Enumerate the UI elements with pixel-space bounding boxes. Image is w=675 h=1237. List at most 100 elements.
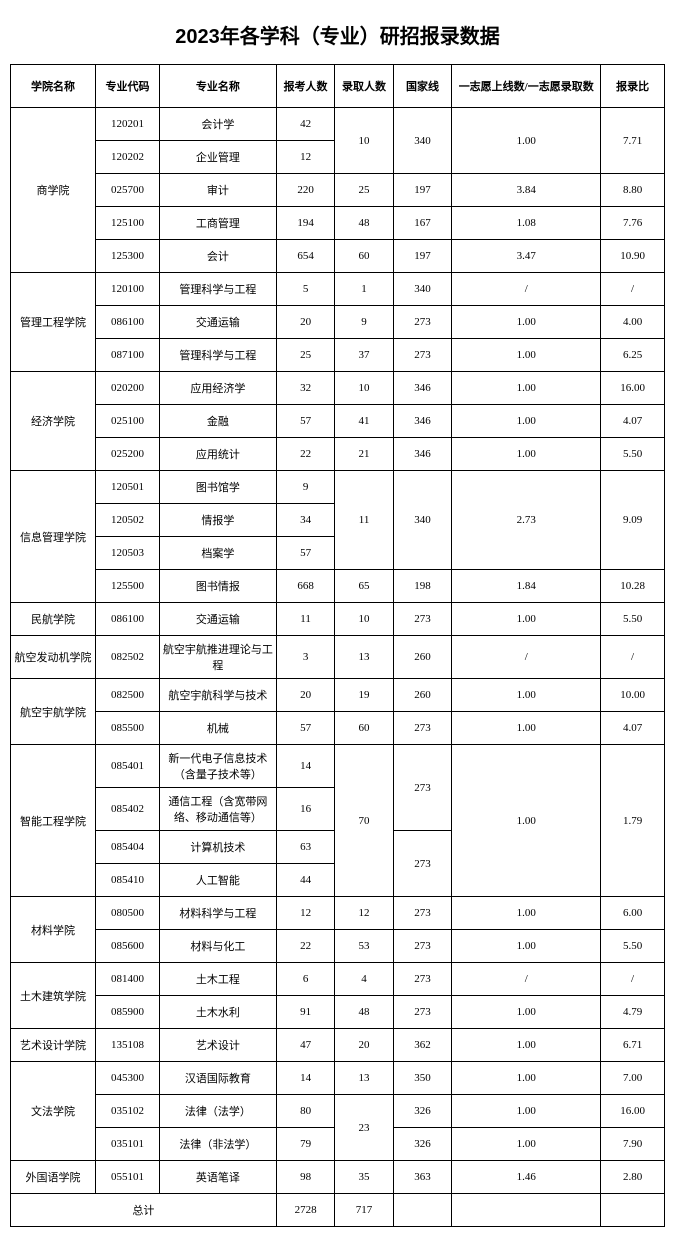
ratio-cell: 1.46	[452, 1161, 601, 1194]
code-cell: 035101	[96, 1128, 160, 1161]
national-line-cell: 340	[393, 471, 451, 570]
admit-ratio-cell: 6.25	[601, 339, 665, 372]
code-cell: 085401	[96, 745, 160, 788]
college-cell: 管理工程学院	[11, 273, 96, 372]
table-row: 125500图书情报668651981.8410.28	[11, 570, 665, 603]
admitted-cell: 20	[335, 1029, 393, 1062]
national-line-cell: 273	[393, 712, 451, 745]
national-line-cell: 273	[393, 745, 451, 831]
applicants-cell: 25	[276, 339, 334, 372]
ratio-cell: 1.00	[452, 712, 601, 745]
admitted-cell: 48	[335, 207, 393, 240]
major-cell: 法律（非法学）	[159, 1128, 276, 1161]
admitted-cell: 10	[335, 108, 393, 174]
applicants-cell: 63	[276, 831, 334, 864]
th-college: 学院名称	[11, 65, 96, 108]
code-cell: 125100	[96, 207, 160, 240]
ratio-cell: 1.00	[452, 405, 601, 438]
code-cell: 085402	[96, 788, 160, 831]
national-line-cell: 273	[393, 897, 451, 930]
table-row: 125100工商管理194481671.087.76	[11, 207, 665, 240]
ratio-cell: 1.00	[452, 339, 601, 372]
national-line-cell: 273	[393, 930, 451, 963]
major-cell: 交通运输	[159, 603, 276, 636]
ratio-cell: /	[452, 273, 601, 306]
code-cell: 125500	[96, 570, 160, 603]
admitted-cell: 37	[335, 339, 393, 372]
table-row: 管理工程学院120100管理科学与工程51340//	[11, 273, 665, 306]
applicants-cell: 91	[276, 996, 334, 1029]
college-cell: 外国语学院	[11, 1161, 96, 1194]
admit-ratio-cell: /	[601, 273, 665, 306]
admit-ratio-cell: 6.00	[601, 897, 665, 930]
code-cell: 082500	[96, 679, 160, 712]
table-row: 085600材料与化工22532731.005.50	[11, 930, 665, 963]
admit-ratio-cell: 4.00	[601, 306, 665, 339]
table-row: 086100交通运输2092731.004.00	[11, 306, 665, 339]
national-line-cell: 340	[393, 273, 451, 306]
major-cell: 计算机技术	[159, 831, 276, 864]
applicants-cell: 220	[276, 174, 334, 207]
ratio-cell: 1.84	[452, 570, 601, 603]
major-cell: 机械	[159, 712, 276, 745]
college-cell: 材料学院	[11, 897, 96, 963]
major-cell: 法律（法学）	[159, 1095, 276, 1128]
code-cell: 035102	[96, 1095, 160, 1128]
code-cell: 025200	[96, 438, 160, 471]
ratio-cell: 1.00	[452, 372, 601, 405]
applicants-cell: 57	[276, 405, 334, 438]
major-cell: 交通运输	[159, 306, 276, 339]
admitted-cell: 4	[335, 963, 393, 996]
major-cell: 企业管理	[159, 141, 276, 174]
applicants-cell: 57	[276, 537, 334, 570]
admitted-cell: 35	[335, 1161, 393, 1194]
national-line-cell: 346	[393, 438, 451, 471]
ratio-cell: 1.08	[452, 207, 601, 240]
national-line-cell: 198	[393, 570, 451, 603]
code-cell: 082502	[96, 636, 160, 679]
admitted-cell: 19	[335, 679, 393, 712]
table-row: 艺术设计学院135108艺术设计47203621.006.71	[11, 1029, 665, 1062]
ratio-cell: 1.00	[452, 996, 601, 1029]
table-row: 085900土木水利91482731.004.79	[11, 996, 665, 1029]
applicants-cell: 668	[276, 570, 334, 603]
table-row: 航空发动机学院082502航空宇航推进理论与工程313260//	[11, 636, 665, 679]
code-cell: 085900	[96, 996, 160, 1029]
code-cell: 120502	[96, 504, 160, 537]
code-cell: 080500	[96, 897, 160, 930]
admitted-cell: 60	[335, 712, 393, 745]
admit-ratio-cell: 1.79	[601, 745, 665, 897]
admitted-cell: 21	[335, 438, 393, 471]
major-cell: 艺术设计	[159, 1029, 276, 1062]
national-line-cell: 273	[393, 831, 451, 897]
th-admit-ratio: 报录比	[601, 65, 665, 108]
applicants-cell: 12	[276, 141, 334, 174]
major-cell: 材料科学与工程	[159, 897, 276, 930]
applicants-cell: 11	[276, 603, 334, 636]
national-line-cell: 363	[393, 1161, 451, 1194]
admit-ratio-cell: 6.71	[601, 1029, 665, 1062]
applicants-cell: 16	[276, 788, 334, 831]
ratio-cell: 1.00	[452, 438, 601, 471]
applicants-cell: 34	[276, 504, 334, 537]
admitted-cell: 48	[335, 996, 393, 1029]
table-row: 025700审计220251973.848.80	[11, 174, 665, 207]
code-cell: 086100	[96, 603, 160, 636]
applicants-cell: 98	[276, 1161, 334, 1194]
th-applicants: 报考人数	[276, 65, 334, 108]
ratio-cell: 1.00	[452, 897, 601, 930]
national-line-cell: 346	[393, 372, 451, 405]
major-cell: 应用统计	[159, 438, 276, 471]
admit-ratio-cell: 4.07	[601, 405, 665, 438]
code-cell: 120202	[96, 141, 160, 174]
page-title: 2023年各学科（专业）研招报录数据	[10, 20, 665, 49]
table-row: 025200应用统计22213461.005.50	[11, 438, 665, 471]
college-cell: 智能工程学院	[11, 745, 96, 897]
major-cell: 管理科学与工程	[159, 339, 276, 372]
ratio-cell: 1.00	[452, 930, 601, 963]
major-cell: 英语笔译	[159, 1161, 276, 1194]
code-cell: 025700	[96, 174, 160, 207]
national-line-cell: 273	[393, 306, 451, 339]
major-cell: 管理科学与工程	[159, 273, 276, 306]
admit-ratio-cell: 9.09	[601, 471, 665, 570]
